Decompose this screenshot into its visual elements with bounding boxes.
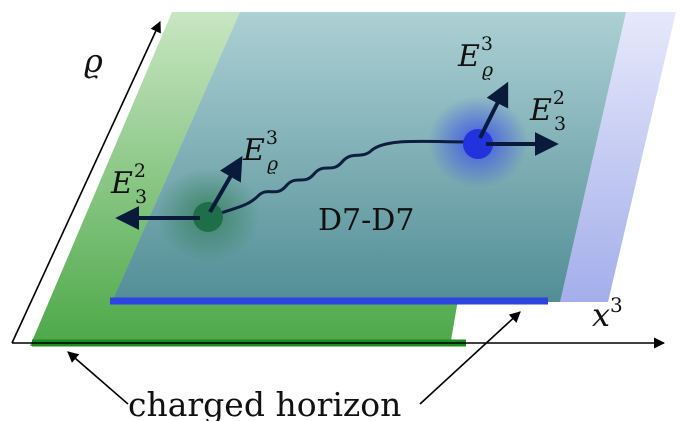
caption-arrow-left [67,351,129,405]
right-endpoint [463,129,493,159]
left-field-up-label: E3 ϱ [242,127,279,175]
caption: charged horizon [128,385,401,421]
left-field-side-sup: 2 [134,160,146,182]
right-field-side-sup: 2 [553,87,565,109]
vertical-axis [11,20,161,344]
horizontal-axis-label: x3 [592,293,623,334]
right-field-up-sup: 3 [481,33,493,55]
right-field-side-sub: 3 [554,113,566,135]
left-field-up-sub: ϱ [267,153,279,175]
right-field-up-label: E3 ϱ [457,33,494,81]
caption-arrow-right [419,311,521,405]
left-field-up-arrow [208,155,243,213]
left-field-up-sup: 3 [266,127,278,149]
left-field-side-label: E2 3 [110,160,147,208]
right-field-up-sub: ϱ [482,59,494,81]
d7-d7-string [207,139,479,219]
vertical-axis-label: ϱ [84,42,103,80]
right-field-side-label: E2 3 [529,87,566,135]
string-label: D7-D7 [318,203,414,238]
left-field-side-sub: 3 [135,186,147,208]
left-endpoint [193,202,223,232]
horizontal-axis-superscript: 3 [610,293,623,317]
right-field-up-arrow [478,81,509,139]
